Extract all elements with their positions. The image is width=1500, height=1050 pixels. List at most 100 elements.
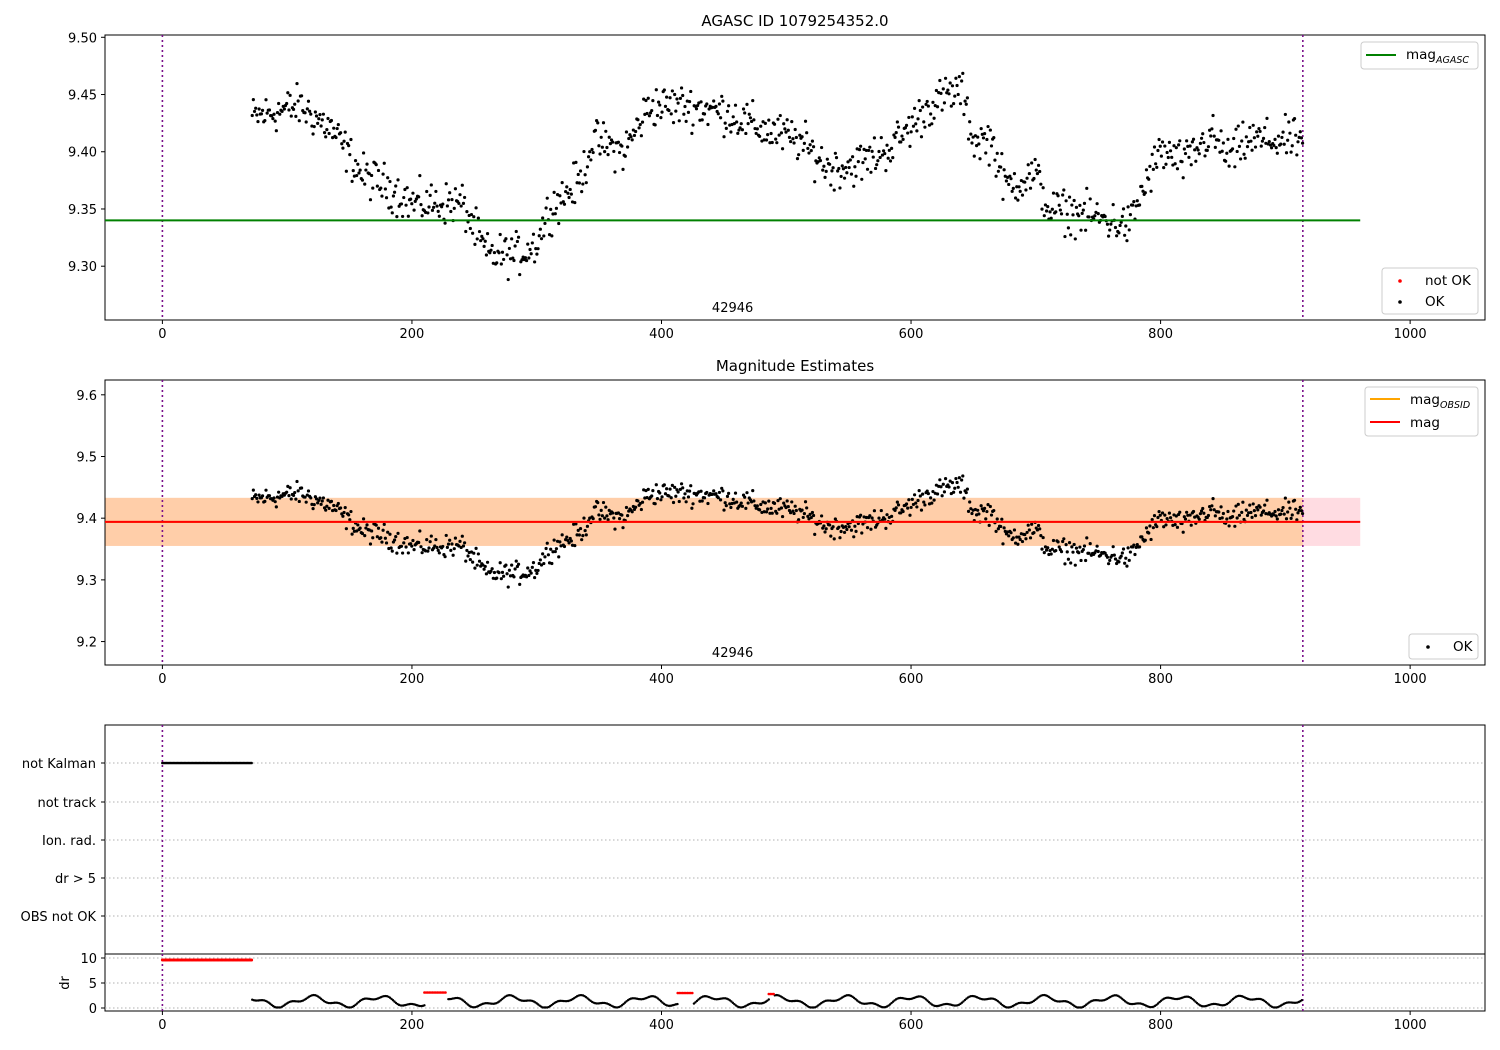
mag-estimate-point xyxy=(329,499,334,503)
mag-estimate-point xyxy=(989,513,994,517)
mag-point xyxy=(1024,188,1028,192)
mag-point xyxy=(738,126,742,130)
mag-estimate-point xyxy=(907,498,911,502)
mag-point xyxy=(1300,141,1305,145)
mag-estimate-point xyxy=(1237,513,1242,517)
mag-estimate-point xyxy=(529,571,533,575)
mag-estimate-point xyxy=(417,540,421,545)
mag-point xyxy=(952,102,956,106)
mag-estimate-point xyxy=(1056,540,1060,544)
mag-estimate-point xyxy=(956,485,960,489)
mag-estimate-point xyxy=(1299,509,1304,513)
mag-point xyxy=(700,118,704,122)
mag-estimate-point xyxy=(477,559,482,563)
mag-estimate-point xyxy=(985,509,989,514)
mag-point xyxy=(687,99,692,104)
mag-point xyxy=(859,144,863,148)
mag-estimate-point xyxy=(1059,550,1064,554)
mag-point xyxy=(658,103,662,107)
mag-estimate-point xyxy=(810,510,815,515)
mag-point xyxy=(334,135,338,140)
mag-estimate-point xyxy=(291,493,296,497)
mag-point xyxy=(965,96,969,100)
mag-point xyxy=(305,107,309,111)
mag-point xyxy=(1087,215,1091,219)
mag-point xyxy=(941,87,945,91)
mag-estimate-point xyxy=(662,483,666,487)
dr-point-flagged xyxy=(772,992,775,996)
mag-estimate-point xyxy=(1147,531,1151,535)
mag-point xyxy=(809,149,813,153)
mag-estimate-point xyxy=(725,494,730,499)
mag-point xyxy=(877,149,881,154)
mag-point xyxy=(764,138,769,142)
mag-point xyxy=(396,178,400,182)
mag-point xyxy=(1212,134,1216,138)
mag-point xyxy=(391,194,396,198)
mag-estimate-point xyxy=(384,541,389,545)
mag-estimate-point xyxy=(296,489,300,493)
mag-point xyxy=(1220,149,1224,153)
mag-point xyxy=(263,118,267,123)
mag-estimate-point xyxy=(1155,524,1159,529)
mag-estimate-point xyxy=(426,549,430,553)
mag-estimate-point xyxy=(399,544,404,548)
mag-point xyxy=(502,257,506,262)
mag-point xyxy=(577,181,581,185)
mag-estimate-point xyxy=(1023,532,1027,537)
mag-estimate-point xyxy=(914,501,918,505)
mag-point xyxy=(668,96,672,100)
mag-point xyxy=(1026,163,1030,167)
panel1-legend-points: not OK OK xyxy=(1381,267,1479,315)
mag-estimate-point xyxy=(716,496,720,500)
mag-point xyxy=(1081,208,1085,212)
dr-point-flagged xyxy=(691,991,694,995)
mag-point xyxy=(514,229,518,234)
mag-point xyxy=(774,137,778,141)
mag-point xyxy=(1034,168,1038,172)
mag-point xyxy=(638,122,642,127)
mag-point xyxy=(872,136,877,140)
mag-point xyxy=(468,226,472,231)
mag-point xyxy=(593,128,598,132)
mag-point xyxy=(1260,139,1265,143)
mag-point xyxy=(584,181,588,185)
mag-point xyxy=(1046,204,1050,209)
mag-point xyxy=(1103,214,1107,219)
mag-estimate-point xyxy=(435,545,439,550)
mag-point xyxy=(271,116,275,121)
mag-estimate-point xyxy=(304,500,308,504)
mag-point xyxy=(673,92,677,97)
mag-estimate-point xyxy=(854,529,858,534)
mag-estimate-point xyxy=(940,494,944,498)
mag-estimate-point xyxy=(358,526,362,530)
mag-estimate-point xyxy=(443,555,447,559)
mag-point xyxy=(881,149,886,153)
mag-point xyxy=(1109,222,1113,226)
mag-point xyxy=(1210,127,1214,131)
mag-estimate-point xyxy=(986,503,990,507)
mag-point xyxy=(1160,140,1165,144)
panel2-title: Magnitude Estimates xyxy=(716,357,874,375)
mag-estimate-point xyxy=(838,536,842,540)
mag-estimate-point xyxy=(464,559,468,563)
mag-estimate-point xyxy=(568,536,572,541)
mag-point xyxy=(907,115,911,120)
mag-point xyxy=(681,93,685,98)
mag-estimate-point xyxy=(382,522,386,526)
mag-point xyxy=(767,118,771,122)
x-tick-label: 0 xyxy=(158,1018,166,1033)
mag-point xyxy=(929,112,933,116)
mag-estimate-point xyxy=(1233,524,1237,528)
mag-estimate-point xyxy=(273,500,277,504)
mag-estimate-point xyxy=(1256,508,1260,512)
mag-point xyxy=(1036,163,1041,167)
mag-estimate-point xyxy=(1032,531,1036,535)
mag-estimate-point xyxy=(1038,527,1042,531)
mag-estimate-point xyxy=(1106,562,1111,566)
mag-estimate-point xyxy=(597,513,601,517)
mag-point xyxy=(299,94,304,98)
mag-point xyxy=(1283,112,1287,117)
mag-estimate-point xyxy=(473,566,477,570)
mag-estimate-point xyxy=(1132,543,1136,547)
